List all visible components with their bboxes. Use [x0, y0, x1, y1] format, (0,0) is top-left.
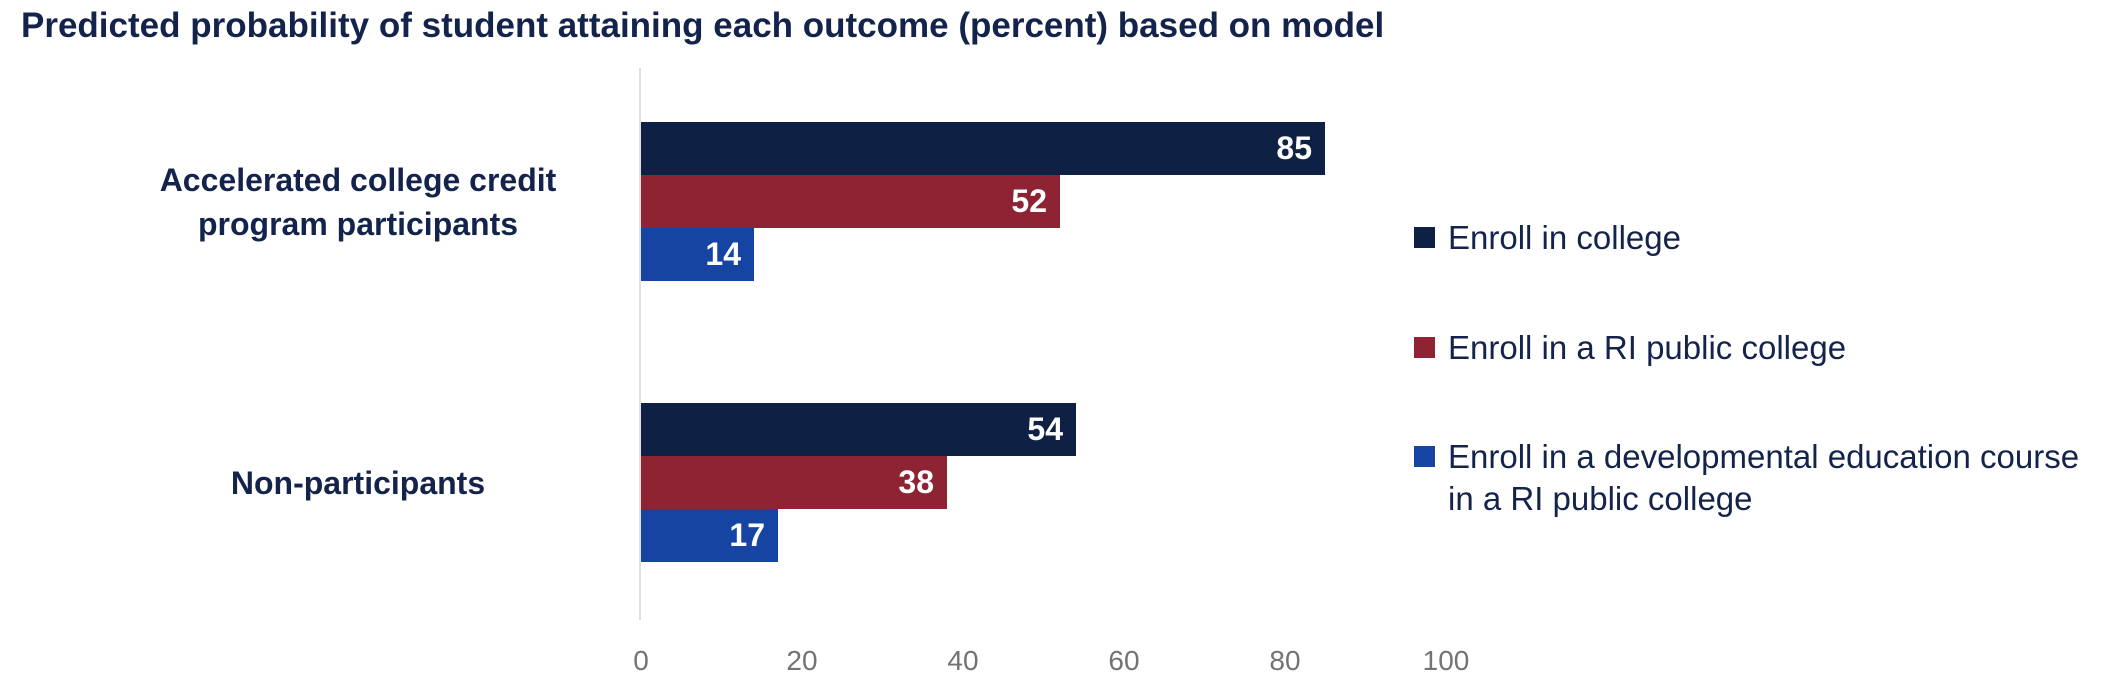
- bar: 17: [641, 509, 778, 562]
- x-tick-label: 80: [1269, 645, 1301, 676]
- legend-label: Enroll in a RI public college: [1448, 329, 1847, 366]
- bar-value-label: 54: [1027, 411, 1063, 447]
- bar: 14: [641, 228, 754, 281]
- bar: 52: [641, 175, 1060, 228]
- chart-title: Predicted probability of student attaini…: [21, 6, 1385, 45]
- legend-item: Enroll in college: [1414, 217, 2098, 259]
- bar-value-label: 85: [1276, 130, 1312, 166]
- bar-value-label: 17: [729, 517, 765, 553]
- category-label: Accelerated college credit program parti…: [159, 162, 557, 242]
- legend-label: Enroll in college: [1448, 219, 1681, 256]
- x-tick-label: 60: [1108, 645, 1140, 676]
- legend-item: Enroll in a RI public college: [1414, 327, 2098, 369]
- x-tick-label: 100: [1422, 645, 1470, 676]
- bar-value-label: 14: [705, 236, 741, 272]
- legend-swatch-icon: [1414, 227, 1435, 248]
- bar: 54: [641, 403, 1076, 456]
- legend-swatch-icon: [1414, 446, 1435, 467]
- legend-swatch-icon: [1414, 337, 1435, 358]
- bar: 85: [641, 122, 1325, 175]
- legend-label: Enroll in a developmental education cour…: [1448, 438, 2080, 517]
- x-tick-label: 20: [786, 645, 818, 676]
- bar-value-label: 38: [898, 464, 934, 500]
- x-tick-label: 40: [947, 645, 979, 676]
- bar-value-label: 52: [1011, 183, 1047, 219]
- x-tick-label: 0: [633, 645, 649, 676]
- y-axis-line: [639, 68, 641, 620]
- category-label: Non-participants: [230, 465, 486, 501]
- legend-item: Enroll in a developmental education cour…: [1414, 436, 2098, 520]
- bar: 38: [641, 456, 947, 509]
